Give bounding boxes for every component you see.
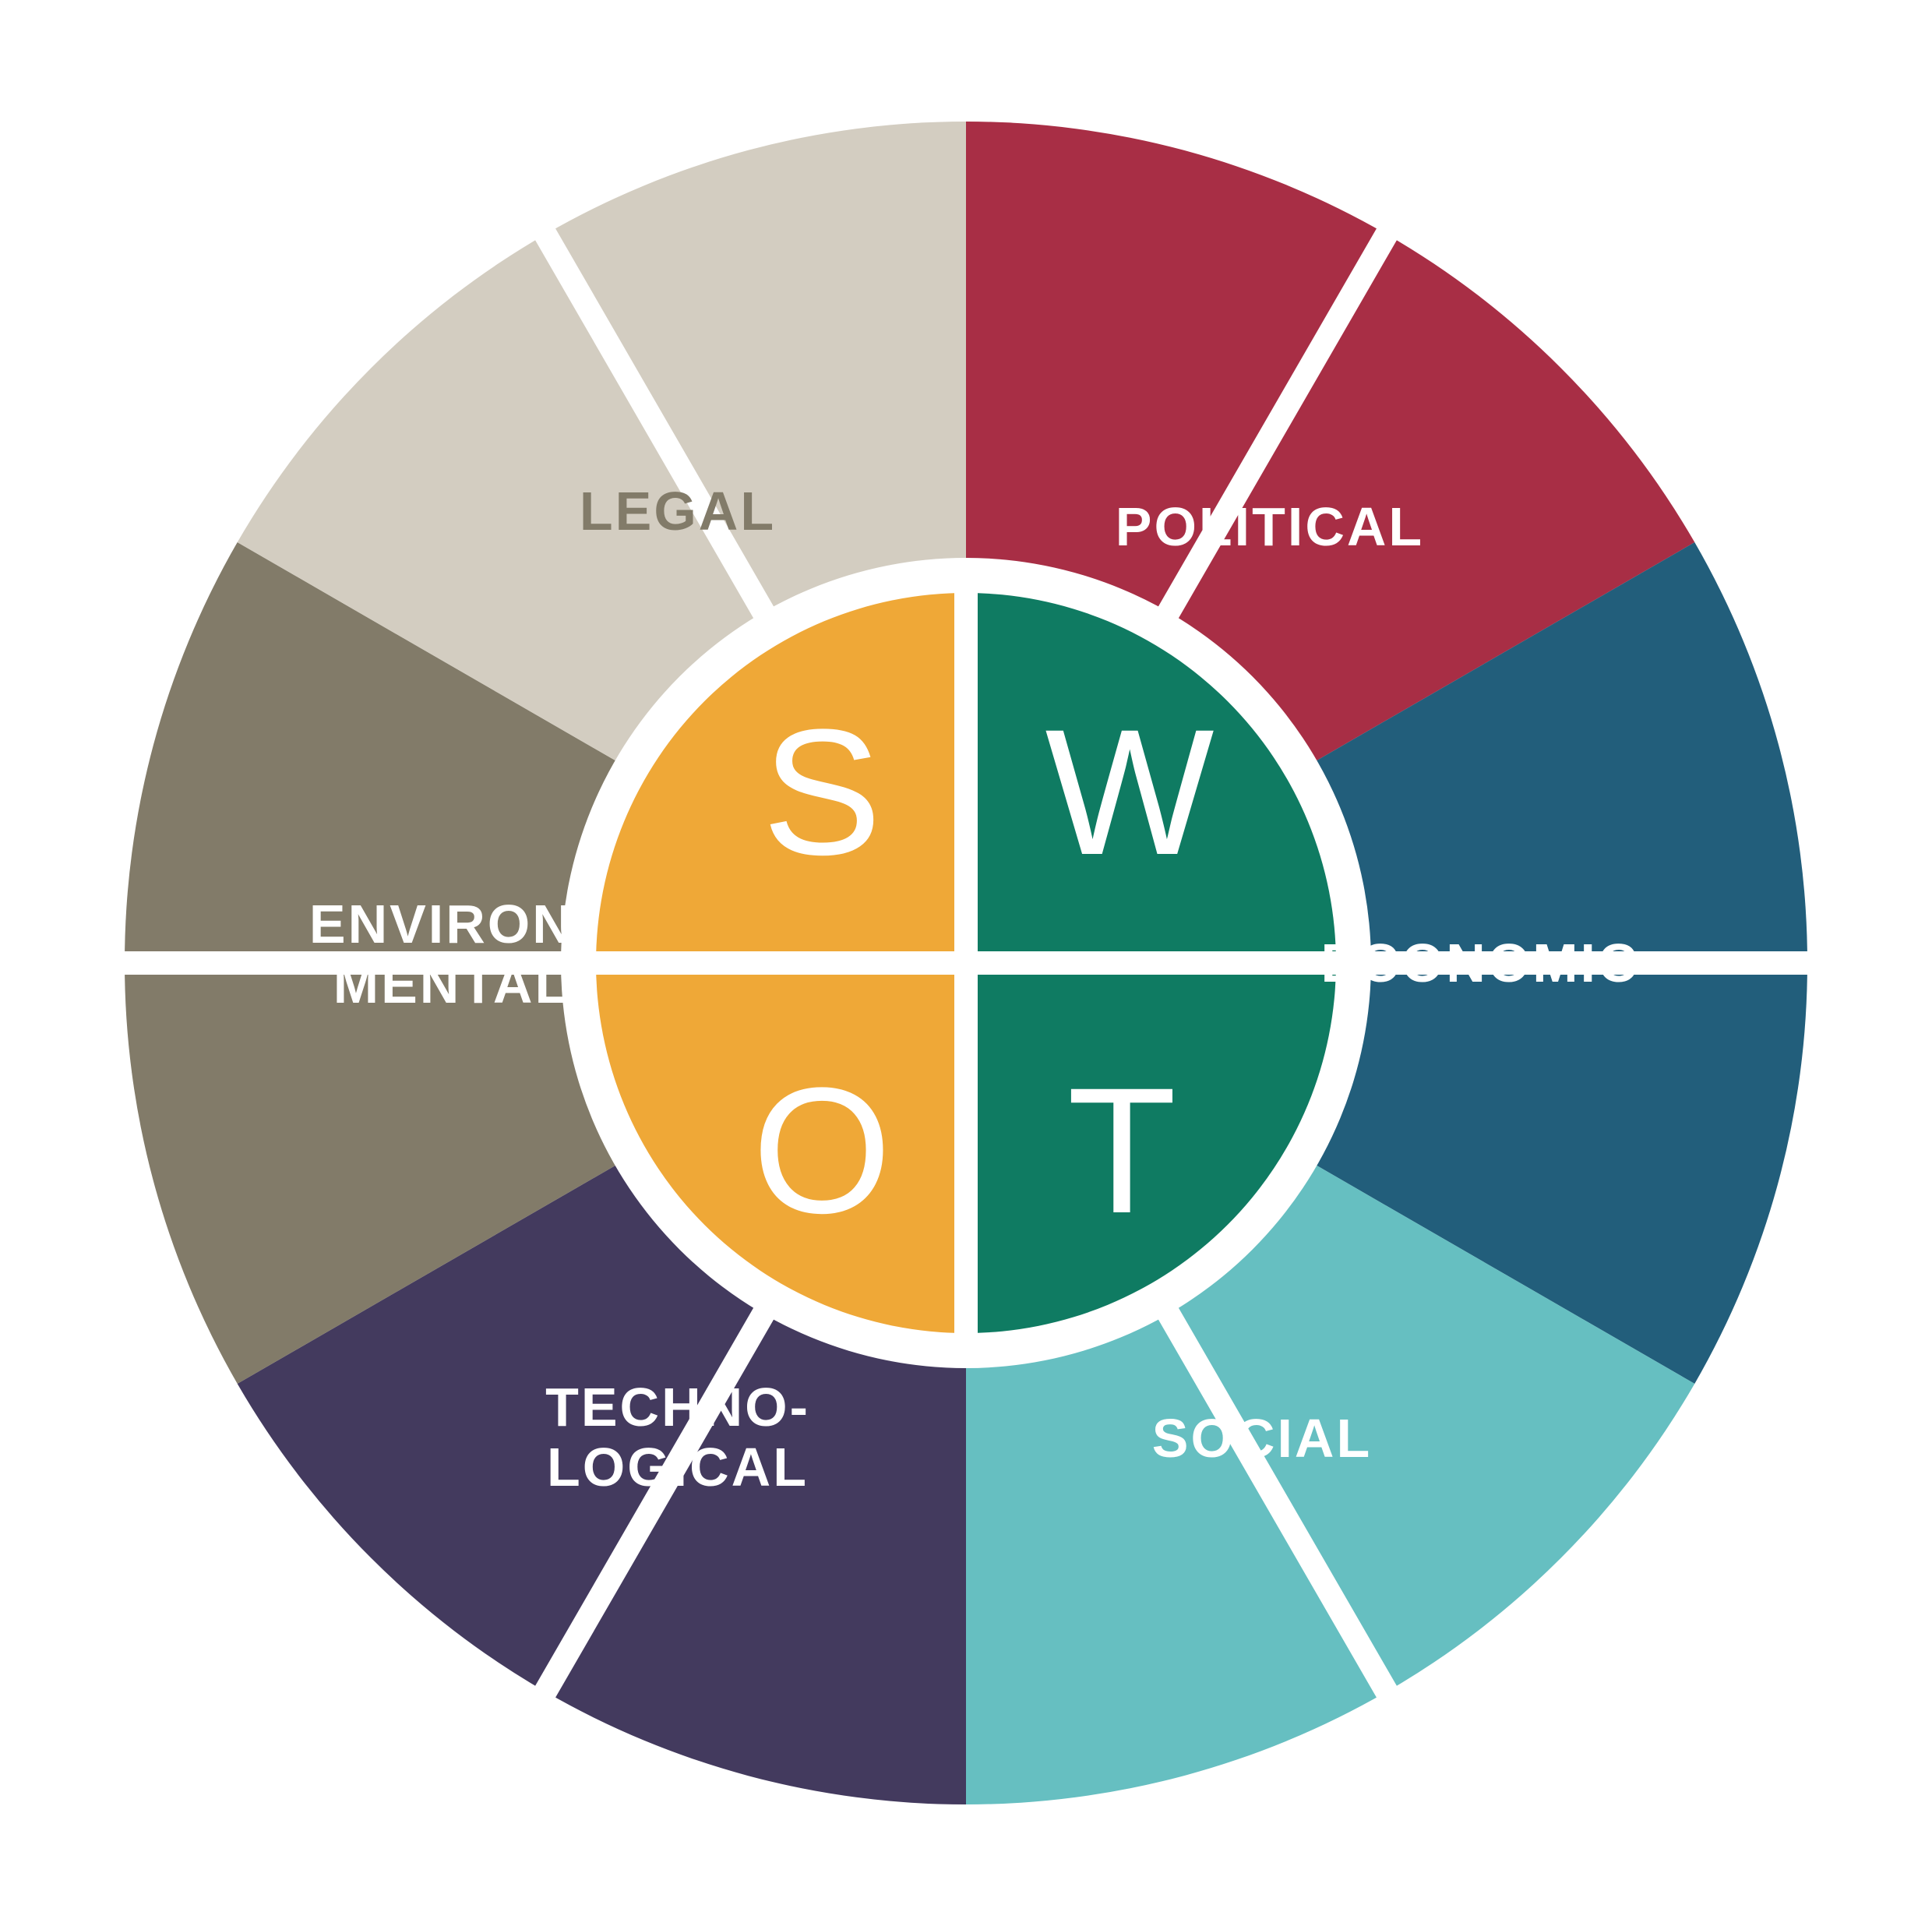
swot-pestle-svg: SWOT POLITICAL ECONOMIC SOCIAL TECHNO-LOGICA…: [0, 0, 1932, 1926]
inner-separator-h: [596, 951, 1336, 975]
swot-pestle-diagram: { "diagram": { "type": "radial-wheel", "…: [0, 0, 1932, 1926]
segment-label-legal: LEGAL: [580, 481, 776, 541]
segment-label-environmental: ENVIRON-MENTAL: [309, 894, 594, 1014]
segment-label-political: POLITICAL: [1116, 496, 1424, 557]
segment-label-social: SOCIAL: [1152, 1408, 1372, 1469]
segment-label-economic: ECONOMIC: [1321, 933, 1640, 993]
swot-letter-s: S: [762, 692, 881, 892]
segment-label-technological: TECHNO-LOGICAL: [545, 1377, 810, 1497]
swot-letter-w: W: [1045, 692, 1214, 892]
swot-letter-t: T: [1067, 1050, 1177, 1250]
swot-letter-o: O: [753, 1050, 892, 1250]
